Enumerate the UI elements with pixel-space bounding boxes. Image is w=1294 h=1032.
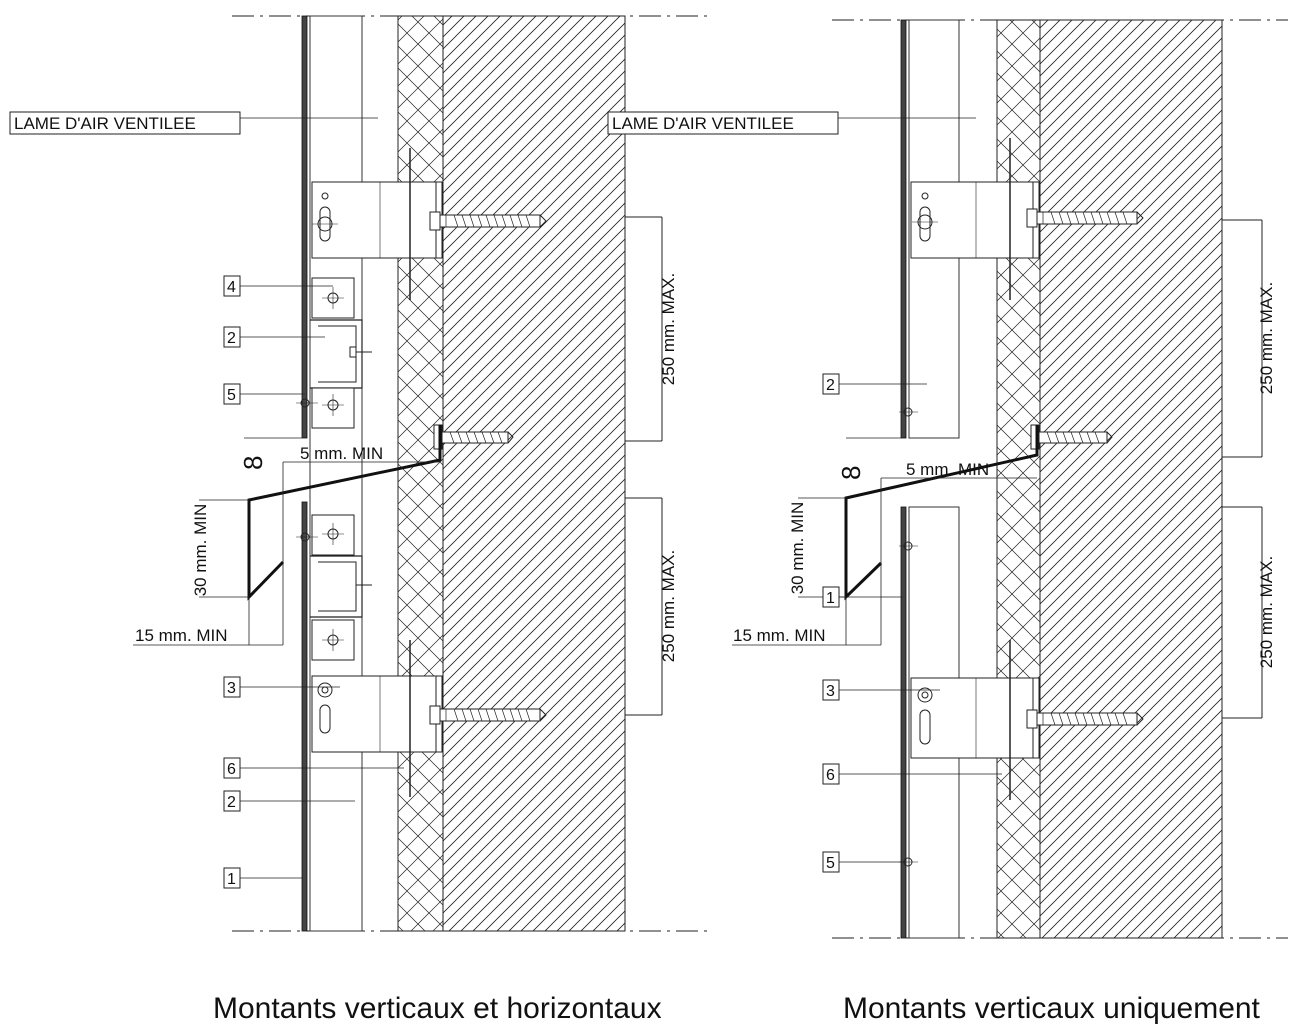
horizontal-rail-upper xyxy=(296,277,372,429)
dimension-small-right: 5 mm. MIN 8 30 mm. MIN 15 mm. MIN xyxy=(732,437,1037,646)
dim-15mm-label: 15 mm. MIN xyxy=(135,626,228,645)
dim-30mm-label: 30 mm. MIN xyxy=(191,504,210,597)
wall-anchor-upper xyxy=(1026,208,1144,228)
dim-250-lower-label: 250 mm. MAX. xyxy=(1257,556,1276,668)
bracket-upper xyxy=(910,138,1040,300)
dimension-250-lower: 250 mm. MAX. xyxy=(1222,506,1276,719)
insulation-layer xyxy=(996,19,1041,939)
concrete-wall xyxy=(1039,19,1223,939)
dim-250-upper-label: 250 mm. MAX. xyxy=(1257,282,1276,394)
wall-anchor-upper xyxy=(429,211,547,231)
callout-2-upper: 2 xyxy=(223,326,325,348)
callout-2-lower: 2 xyxy=(223,790,355,812)
callout-5: 5 xyxy=(223,383,305,405)
svg-text:5: 5 xyxy=(227,387,236,404)
dimension-250-upper: 250 mm. MAX. xyxy=(625,216,678,442)
svg-text:1: 1 xyxy=(227,871,236,888)
dim-5mm-label: 5 mm. MIN xyxy=(300,444,383,463)
dim-250-lower-label: 250 mm. MAX. xyxy=(659,550,678,662)
svg-text:2: 2 xyxy=(826,377,835,394)
svg-text:6: 6 xyxy=(227,761,236,778)
air-gap-label-left: LAME D'AIR VENTILEE xyxy=(9,111,378,135)
svg-text:3: 3 xyxy=(227,680,236,697)
vertical-profile xyxy=(309,15,363,932)
svg-text:3: 3 xyxy=(826,683,835,700)
callout-5: 5 xyxy=(822,851,904,873)
cladding-panel-lower xyxy=(301,501,308,932)
callout-4: 4 xyxy=(223,275,333,297)
cladding-panel-upper xyxy=(900,19,907,439)
callout-6: 6 xyxy=(822,763,1002,785)
dim-250-upper-label: 250 mm. MAX. xyxy=(659,273,678,385)
wall-anchor-lower xyxy=(1026,709,1144,729)
svg-text:5: 5 xyxy=(826,855,835,872)
caption-right: Montants verticaux uniquement xyxy=(843,992,1260,1025)
svg-text:6: 6 xyxy=(826,767,835,784)
air-gap-label-right: LAME D'AIR VENTILEE xyxy=(607,111,976,135)
caption-left: Montants verticaux et horizontaux xyxy=(213,992,662,1025)
svg-text:2: 2 xyxy=(227,330,236,347)
callout-3: 3 xyxy=(822,679,940,701)
svg-text:4: 4 xyxy=(227,279,236,296)
dim-30mm-label: 30 mm. MIN xyxy=(788,502,807,595)
wall-anchor-middle xyxy=(1030,424,1113,450)
air-gap-label-text: LAME D'AIR VENTILEE xyxy=(14,114,196,133)
callout-1: 1 xyxy=(223,867,303,889)
dimension-small-left: 5 mm. MIN 8 30 mm. MIN 15 mm. MIN xyxy=(133,437,440,646)
concrete-wall xyxy=(442,15,626,932)
detail-left: 250 mm. MAX. 250 mm. MAX. 5 mm. MIN 8 30… xyxy=(9,15,710,932)
callout-6: 6 xyxy=(223,757,404,779)
insulation-layer xyxy=(397,15,444,932)
callout-3: 3 xyxy=(223,676,340,698)
angle-symbol: 8 xyxy=(836,466,866,480)
angle-symbol: 8 xyxy=(238,456,268,470)
bracket-upper xyxy=(311,148,443,300)
svg-text:1: 1 xyxy=(826,590,835,607)
dim-15mm-label: 15 mm. MIN xyxy=(733,626,826,645)
air-gap-label-text: LAME D'AIR VENTILEE xyxy=(612,114,794,133)
callout-1: 1 xyxy=(822,586,903,608)
dimension-250-lower: 250 mm. MAX. xyxy=(625,497,678,716)
dimension-250-upper: 250 mm. MAX. xyxy=(1222,219,1276,458)
svg-text:2: 2 xyxy=(227,794,236,811)
cladding-panel-upper xyxy=(301,15,308,439)
dim-5mm-label: 5 mm. MIN xyxy=(906,460,989,479)
callout-2: 2 xyxy=(822,373,927,395)
wall-anchor-middle xyxy=(433,424,514,450)
cladding-panel-lower xyxy=(900,506,907,939)
wall-anchor-lower xyxy=(429,705,547,725)
horizontal-rail-lower xyxy=(296,514,372,661)
detail-right: 250 mm. MAX. 250 mm. MAX. 5 mm. MIN 8 30… xyxy=(607,19,1288,939)
